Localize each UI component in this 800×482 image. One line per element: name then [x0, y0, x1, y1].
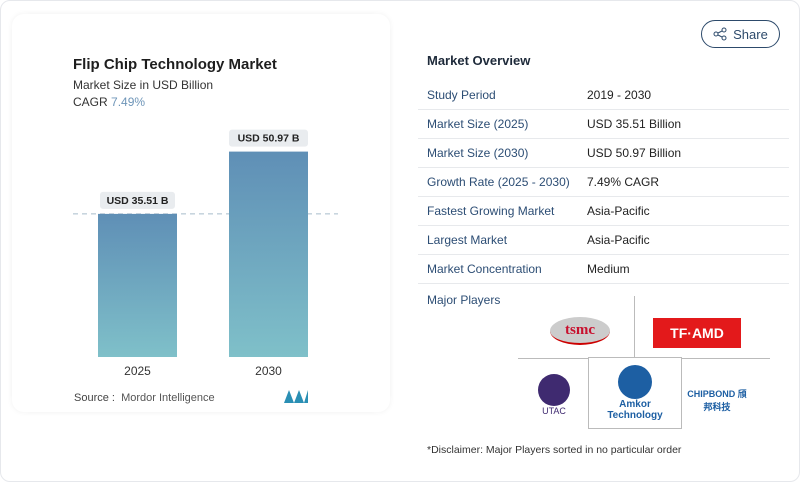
source-label: Source : [74, 392, 115, 404]
cagr: CAGR 7.49% [73, 95, 145, 109]
player-logo-tf-amd: TF·AMD [653, 318, 741, 348]
overview-row: Largest Market Asia-Pacific [418, 226, 789, 255]
cagr-value: 7.49% [111, 95, 146, 109]
bar-2025 [98, 213, 177, 357]
x-tick-label: 2025 [124, 364, 151, 378]
chart-title: Flip Chip Technology Market [73, 56, 277, 73]
player-logo-utac: UTAC [524, 370, 584, 420]
player-logo-amkor: Amkor Technology [588, 357, 682, 429]
data-label: USD 50.97 B [238, 133, 300, 145]
overview-row: Growth Rate (2025 - 2030) 7.49% CAGR [418, 168, 789, 197]
chart-card [12, 14, 390, 412]
row-value: Asia-Pacific [587, 204, 650, 218]
player-logo-tsmc: tsmc [540, 314, 620, 348]
cagr-label: CAGR [73, 95, 108, 109]
disclaimer: *Disclaimer: Major Players sorted in no … [427, 444, 682, 456]
data-label-bg [100, 191, 175, 209]
overview-row: Market Size (2030) USD 50.97 Billion [418, 139, 789, 168]
source-value: Mordor Intelligence [121, 392, 215, 404]
bar-2030 [229, 151, 308, 357]
row-key: Study Period [427, 88, 496, 102]
row-key: Market Size (2030) [427, 146, 529, 160]
row-key: Market Size (2025) [427, 117, 529, 131]
row-value: 7.49% CAGR [587, 175, 660, 189]
x-tick-label: 2030 [255, 364, 282, 378]
row-value: Medium [587, 262, 630, 276]
overview-row: Fastest Growing Market Asia-Pacific [418, 197, 789, 226]
row-key: Market Concentration [427, 262, 542, 276]
bar-chart: USD 35.51 B 2025 USD 50.97 B 2030 [73, 129, 338, 378]
data-label-bg [229, 129, 308, 147]
share-label: Share [733, 26, 768, 42]
row-value: USD 50.97 Billion [587, 146, 682, 160]
major-players-label: Major Players [427, 293, 501, 307]
row-value: Asia-Pacific [587, 233, 650, 247]
chart-subtitle: Market Size in USD Billion [73, 78, 214, 92]
row-value: USD 35.51 Billion [587, 117, 682, 131]
share-button[interactable]: Share [701, 20, 780, 48]
data-label: USD 35.51 B [107, 195, 169, 207]
mordor-logo-icon [284, 390, 308, 403]
row-key: Growth Rate (2025 - 2030) [427, 175, 570, 189]
row-key: Largest Market [427, 233, 508, 247]
share-icon [713, 27, 727, 41]
row-key: Fastest Growing Market [427, 204, 555, 218]
overview-row: Market Concentration Medium [418, 255, 789, 284]
overview-title: Market Overview [427, 53, 531, 68]
player-logo-chipbond: CHIPBOND 頎邦科技 [687, 389, 747, 412]
row-value: 2019 - 2030 [587, 88, 652, 102]
overview-row: Study Period 2019 - 2030 [418, 81, 789, 110]
overview-row: Market Size (2025) USD 35.51 Billion [418, 110, 789, 139]
source: Source : Mordor Intelligence [74, 392, 215, 404]
